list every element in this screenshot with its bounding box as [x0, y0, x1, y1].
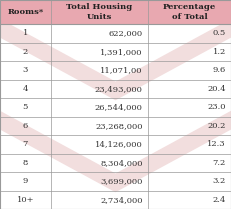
Text: 23,268,000: 23,268,000 [95, 122, 143, 130]
Text: 622,000: 622,000 [109, 29, 143, 37]
Bar [0, 79, 231, 98]
Text: 9.6: 9.6 [213, 66, 226, 74]
Text: 2,734,000: 2,734,000 [100, 196, 143, 204]
Text: 0.5: 0.5 [213, 29, 226, 37]
Text: 11,071,00: 11,071,00 [100, 66, 143, 74]
Text: 7: 7 [23, 140, 28, 148]
Text: 6: 6 [23, 122, 28, 130]
Bar [0, 98, 231, 117]
Text: 1: 1 [23, 29, 28, 37]
Polygon shape [0, 19, 231, 100]
Text: 2.4: 2.4 [213, 196, 226, 204]
Bar [0, 0, 231, 24]
Bar [0, 116, 231, 135]
Text: 2: 2 [23, 48, 28, 56]
Text: 12.3: 12.3 [207, 140, 226, 148]
Text: 4: 4 [23, 85, 28, 93]
Text: Percentage
of Total: Percentage of Total [163, 3, 216, 21]
Bar [0, 135, 231, 153]
Text: 8,304,000: 8,304,000 [100, 159, 143, 167]
Text: 9: 9 [23, 177, 28, 185]
Text: 23,493,000: 23,493,000 [95, 85, 143, 93]
Text: 5: 5 [23, 103, 28, 111]
Text: 1.2: 1.2 [213, 48, 226, 56]
Bar [0, 43, 231, 61]
Text: 23.0: 23.0 [207, 103, 226, 111]
Bar [0, 24, 231, 43]
Text: 1,391,000: 1,391,000 [100, 48, 143, 56]
Text: 3,699,000: 3,699,000 [100, 177, 143, 185]
Text: 10+: 10+ [17, 196, 34, 204]
Text: 20.4: 20.4 [207, 85, 226, 93]
Bar [0, 153, 231, 172]
Text: 20.2: 20.2 [207, 122, 226, 130]
Text: Rooms*: Rooms* [7, 8, 43, 16]
Text: 3: 3 [23, 66, 28, 74]
Polygon shape [0, 111, 231, 192]
Text: 26,544,000: 26,544,000 [95, 103, 143, 111]
Text: Total Housing
Units: Total Housing Units [66, 3, 132, 21]
Bar [0, 61, 231, 79]
Bar [0, 191, 231, 209]
Text: 7.2: 7.2 [213, 159, 226, 167]
Text: 14,126,000: 14,126,000 [95, 140, 143, 148]
Bar [0, 172, 231, 191]
Text: 3.2: 3.2 [213, 177, 226, 185]
Text: 8: 8 [23, 159, 28, 167]
